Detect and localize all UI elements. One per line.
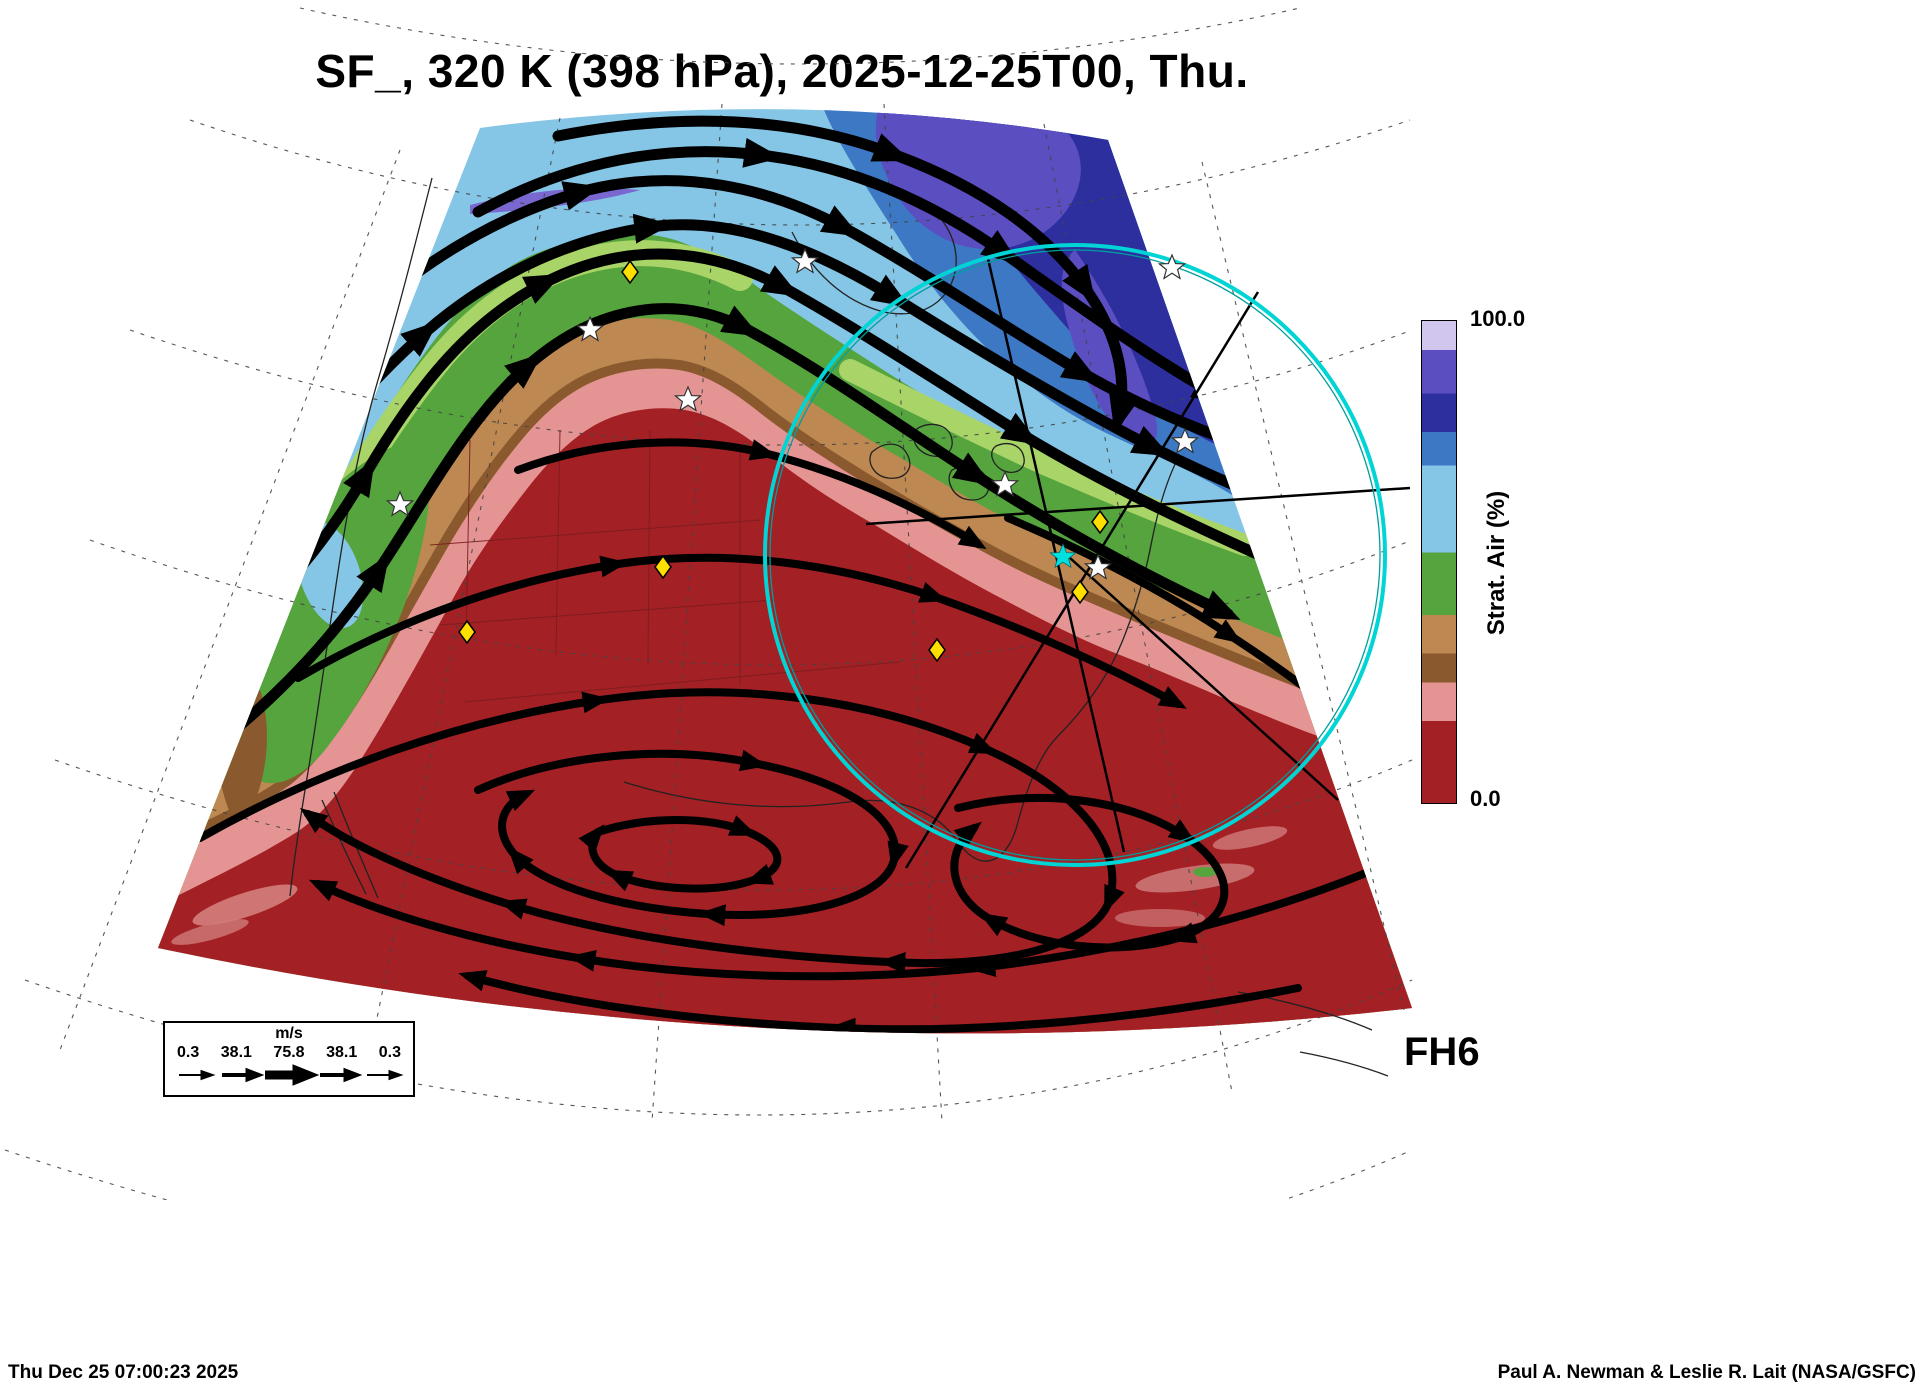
- wind-speed-value: 38.1: [220, 1044, 252, 1061]
- forecast-hour-label: FH6: [1404, 1030, 1480, 1074]
- wind-speed-value: 75.8: [273, 1044, 305, 1061]
- wind-legend-units: m/s: [275, 1025, 303, 1042]
- range-circle: [763, 243, 1387, 867]
- wind-arrow-scale-icon: [179, 1064, 404, 1086]
- plot-title: SF_, 320 K (398 hPa), 2025-12-25T00, Thu…: [315, 45, 1249, 97]
- wind-speed-legend: m/s 0.3 38.1 75.8 38.1 0.3: [163, 1021, 415, 1097]
- wind-speed-value: 38.1: [326, 1044, 358, 1061]
- wind-speed-value: 0.3: [378, 1044, 401, 1061]
- trajectory-lines: [865, 249, 1411, 869]
- footer-timestamp: Thu Dec 25 07:00:23 2025: [8, 1362, 239, 1383]
- colorbar-min-label: 0.0: [1470, 786, 1501, 811]
- wind-legend-values: 0.3 38.1 75.8 38.1 0.3: [165, 1043, 413, 1062]
- colorbar: [1421, 320, 1457, 804]
- wind-speed-value: 0.3: [177, 1044, 200, 1061]
- streamlines: [158, 115, 1406, 1034]
- colorbar-axis-label: Strat. Air (%): [1483, 490, 1510, 636]
- colorbar-max-label: 100.0: [1470, 306, 1526, 331]
- footer-credit: Paul A. Newman & Leslie R. Lait (NASA/GS…: [1497, 1362, 1916, 1383]
